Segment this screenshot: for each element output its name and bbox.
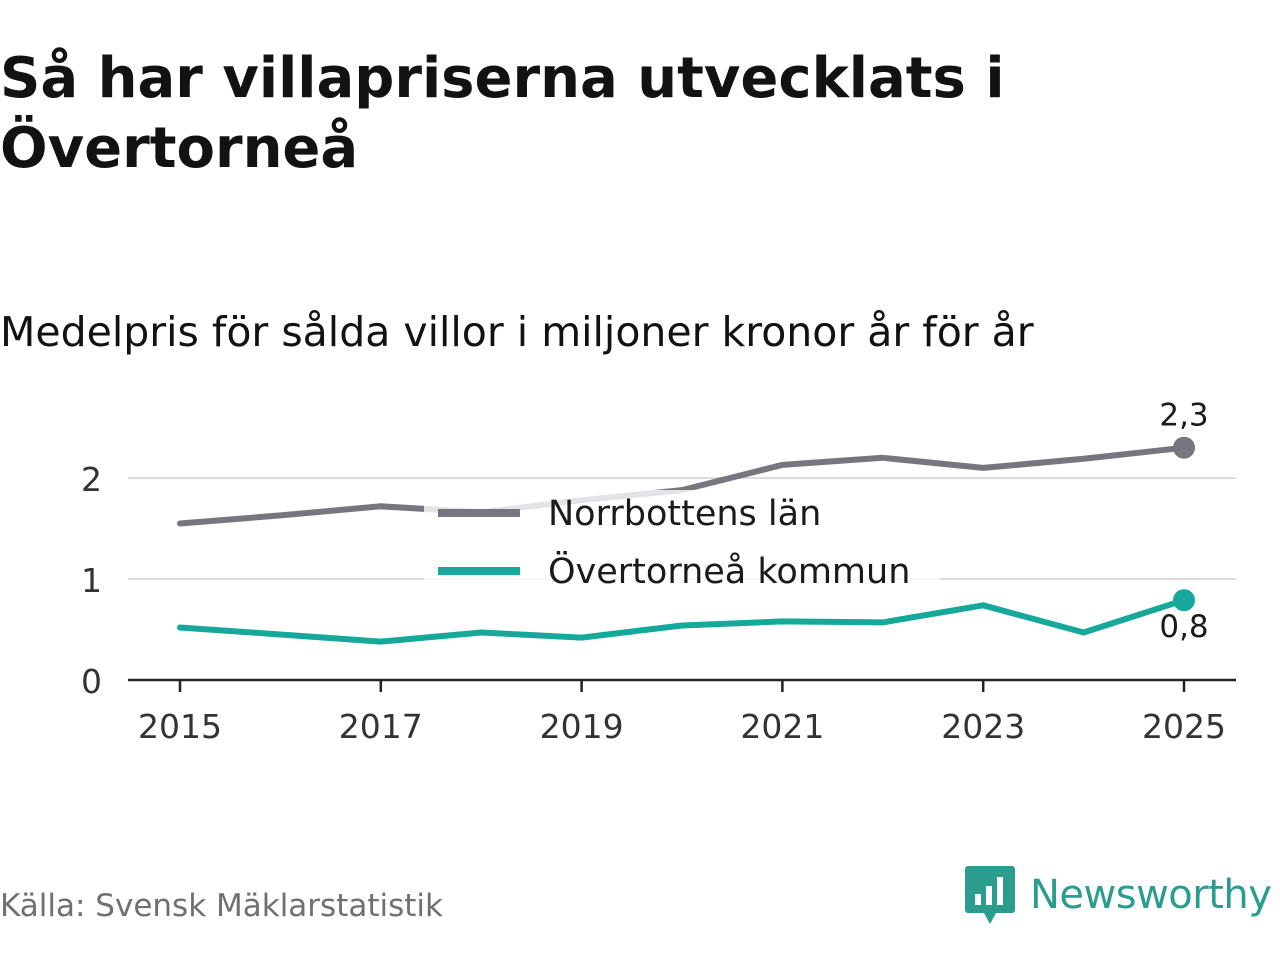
x-tick-label: 2025 (1142, 707, 1226, 746)
newsworthy-logo-icon (965, 866, 1015, 924)
end-value-label: 2,3 (1159, 398, 1208, 434)
series-line-overtornea (177, 597, 1187, 645)
chart-title: Så har villapriserna utvecklats i Överto… (0, 46, 1005, 181)
brand-logo-group: Newsworthy (964, 864, 1272, 926)
end-point-marker (1173, 436, 1195, 459)
x-tick-label: 2017 (339, 707, 423, 746)
legend-background (424, 490, 940, 594)
y-tick-label: 1 (81, 561, 102, 600)
x-tick-label: 2015 (138, 707, 222, 746)
y-tick-label: 0 (81, 662, 102, 701)
legend-label: Norrbottens län (548, 494, 821, 534)
chart-subtitle: Medelpris för sålda villor i miljoner kr… (0, 308, 1034, 356)
end-point-marker (1173, 589, 1195, 612)
y-tick-label: 2 (81, 460, 102, 499)
x-tick-label: 2023 (941, 707, 1025, 746)
end-value-label: 0,8 (1159, 609, 1208, 645)
source-note: Källa: Svensk Mäklarstatistik (0, 888, 443, 924)
brand-name: Newsworthy (1030, 872, 1272, 918)
x-tick-label: 2019 (540, 707, 624, 746)
legend-label: Övertorneå kommun (548, 550, 910, 592)
x-tick-label: 2021 (740, 707, 824, 746)
